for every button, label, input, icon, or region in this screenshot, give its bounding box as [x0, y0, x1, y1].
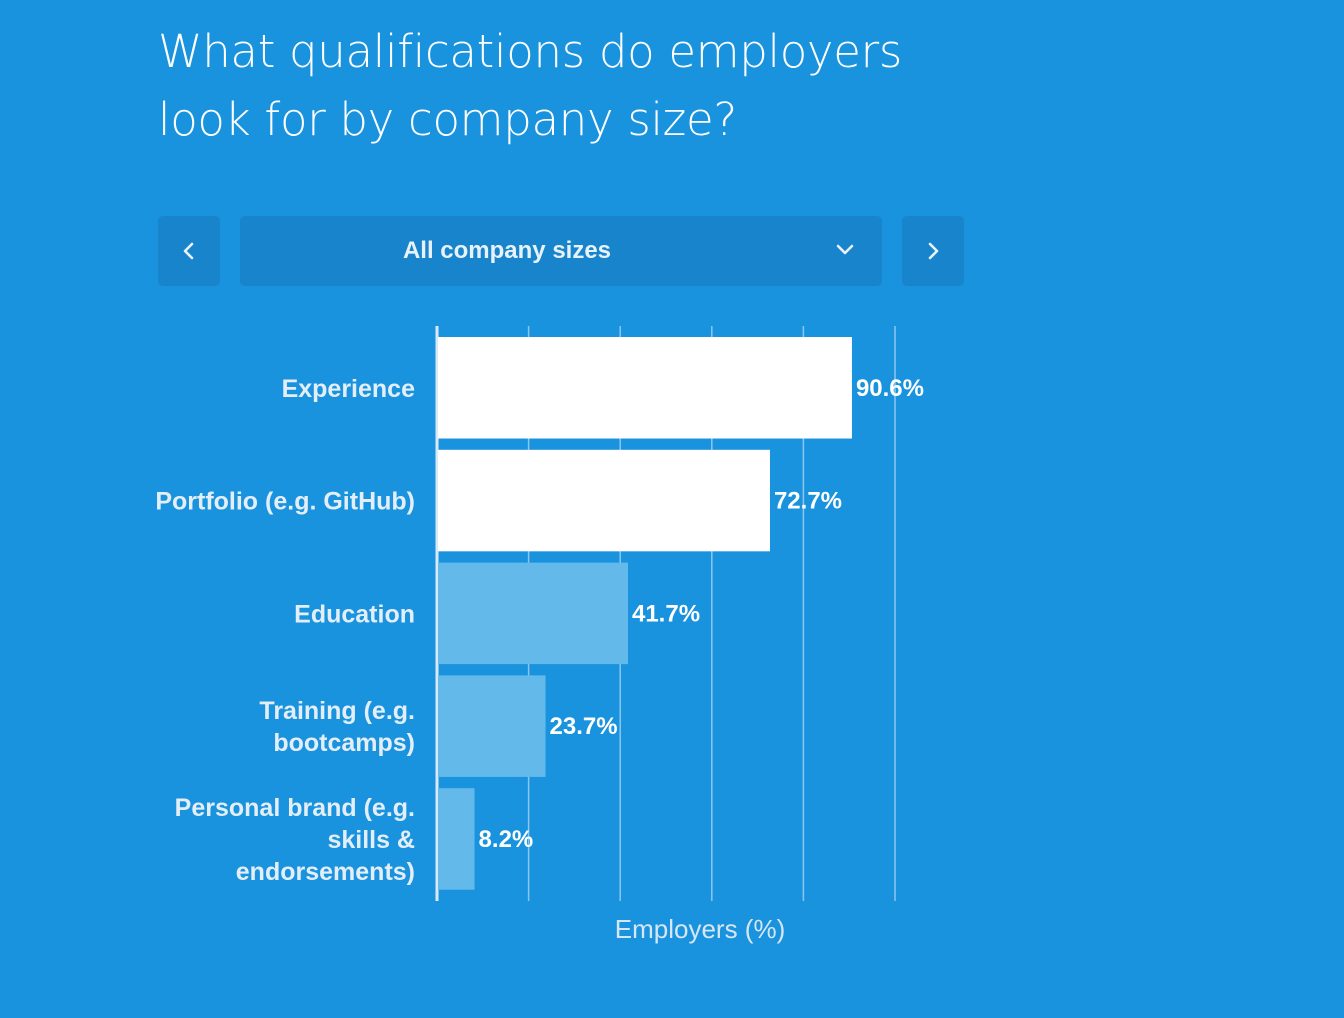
next-button[interactable]	[902, 216, 964, 286]
company-size-select-value: All company sizes	[402, 237, 612, 264]
category-label-3: Education	[294, 600, 415, 628]
category-label-line: skills &	[327, 826, 415, 854]
category-label-2: Portfolio (e.g. GitHub)	[155, 488, 415, 516]
value-label-1: 90.6%	[856, 375, 924, 402]
title-line-1: What qualifications do employers	[158, 25, 902, 78]
value-labels: 90.6% 72.7% 41.7% 23.7% 8.2%	[479, 375, 924, 853]
category-label-line: Training (e.g.	[259, 697, 415, 725]
category-label-line: Education	[294, 600, 415, 628]
bar-1[interactable]	[438, 337, 852, 439]
bar-4[interactable]	[438, 675, 546, 777]
x-axis-title: Employers (%)	[615, 914, 785, 944]
previous-button[interactable]	[158, 216, 220, 286]
chart-title: What qualifications do employers look fo…	[158, 18, 1058, 154]
category-label-line: Personal brand (e.g.	[175, 794, 415, 822]
value-label-4: 23.7%	[550, 713, 618, 740]
chevron-down-icon	[836, 244, 854, 255]
value-label-3: 41.7%	[632, 600, 700, 627]
category-label-4: Training (e.g. bootcamps)	[259, 697, 415, 757]
value-label-2: 72.7%	[774, 488, 842, 515]
category-label-5: Personal brand (e.g. skills & endorsements…	[175, 794, 415, 886]
category-label-line: Experience	[282, 375, 416, 403]
category-label-1: Experience	[282, 375, 416, 403]
chevron-left-icon	[183, 242, 194, 260]
bar-5[interactable]	[438, 788, 475, 890]
company-size-select[interactable]: All company sizes	[240, 216, 882, 286]
bar-2[interactable]	[438, 449, 770, 552]
category-labels: Experience Portfolio (e.g. GitHub) Educati…	[155, 375, 415, 886]
category-label-line: Portfolio (e.g. GitHub)	[155, 488, 415, 516]
title-line-2: look for by company size?	[158, 93, 737, 146]
bar-3[interactable]	[438, 562, 628, 665]
category-label-line: bootcamps)	[273, 729, 415, 757]
value-label-5: 8.2%	[479, 826, 534, 853]
chevron-right-icon	[928, 242, 939, 260]
bars	[438, 337, 852, 890]
category-label-line: endorsements)	[236, 858, 415, 886]
